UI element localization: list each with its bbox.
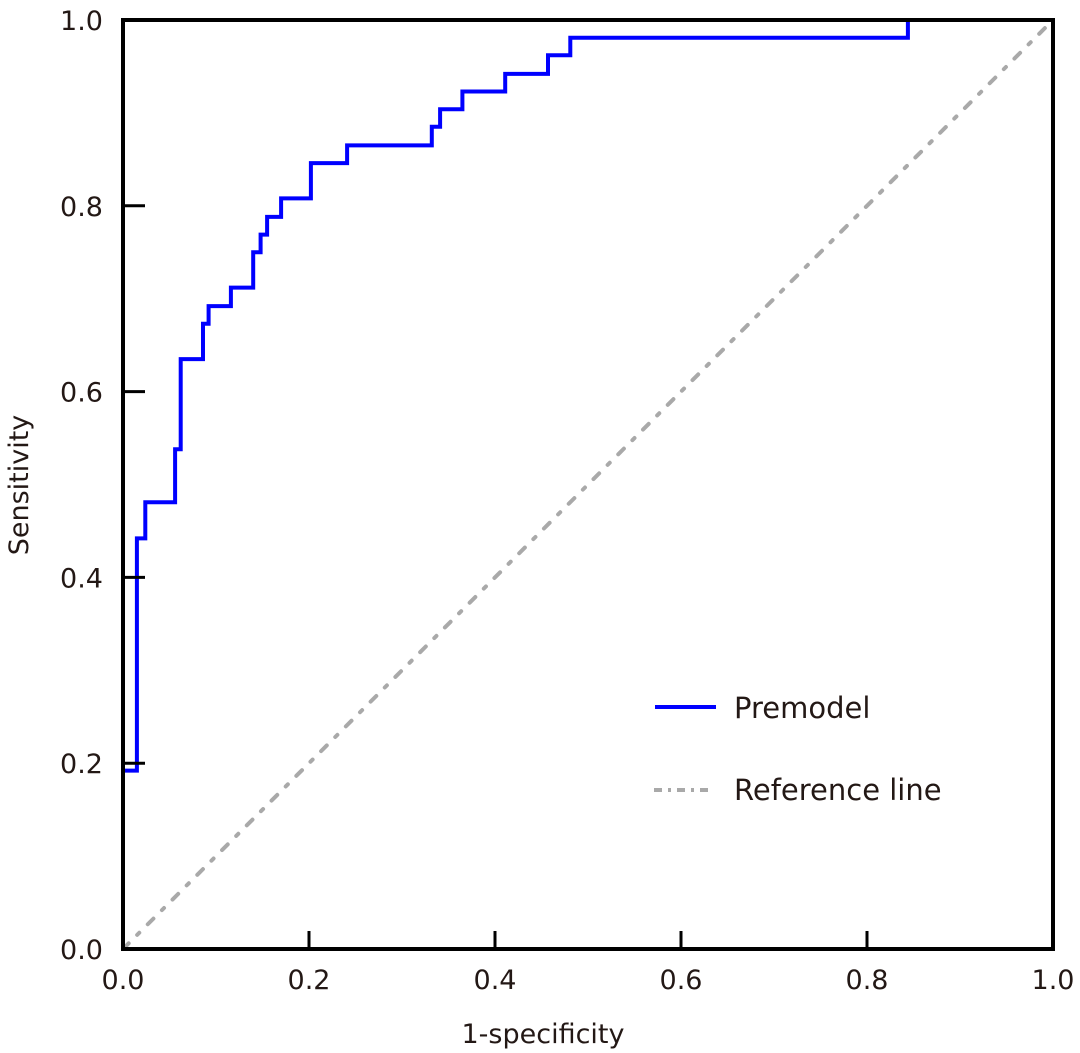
legend: Premodel Reference line [654, 691, 942, 807]
legend-label-premodel: Premodel [734, 691, 870, 725]
y-tick-label: 0.2 [60, 749, 103, 780]
y-tick-label: 0.6 [60, 378, 103, 409]
y-tick-label: 1.0 [60, 6, 103, 37]
x-tick-label: 1.0 [1032, 965, 1075, 996]
x-axis-title: 1-specificity [461, 1019, 624, 1050]
y-tick-label: 0.4 [60, 563, 103, 594]
legend-label-reference: Reference line [734, 773, 942, 807]
x-tick-label: 0.8 [846, 965, 889, 996]
x-tick-label: 0.2 [288, 965, 331, 996]
y-tick-label: 0.8 [60, 192, 103, 223]
roc-curve-premodel [121, 18, 1053, 949]
x-tick-label: 0.0 [102, 965, 145, 996]
y-tick-label: 0.0 [60, 935, 103, 966]
x-tick-label: 0.6 [660, 965, 703, 996]
plot-frame [121, 18, 1055, 951]
x-tick-label: 0.4 [474, 965, 517, 996]
y-axis-title: Sensitivity [4, 415, 35, 556]
reference-line [121, 18, 1055, 951]
